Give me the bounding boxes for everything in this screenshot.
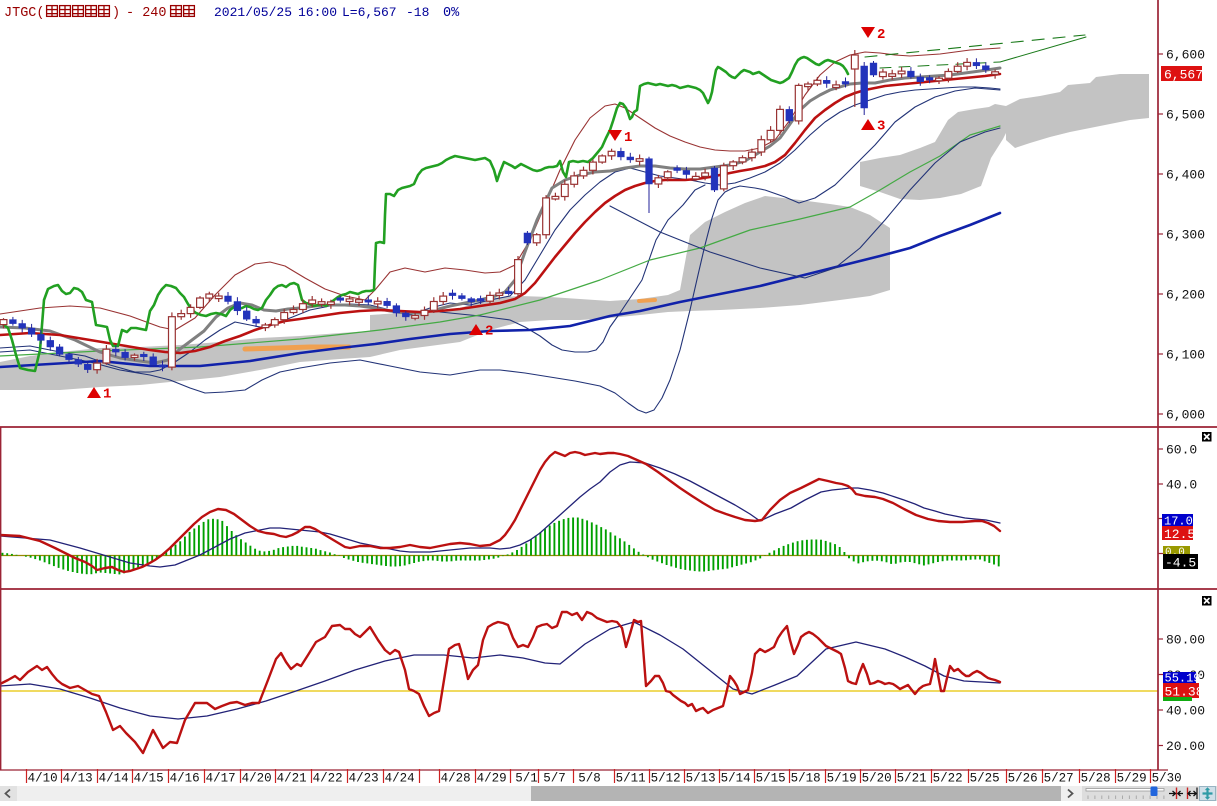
svg-text:5/8: 5/8	[578, 772, 601, 786]
svg-text:5/25: 5/25	[970, 772, 1000, 786]
svg-text:6,100: 6,100	[1166, 348, 1205, 363]
svg-text:80.00: 80.00	[1166, 633, 1205, 648]
svg-text:4/24: 4/24	[385, 772, 415, 786]
svg-text:5/12: 5/12	[651, 772, 681, 786]
svg-text:4/21: 4/21	[277, 772, 307, 786]
svg-text:2: 2	[877, 27, 885, 43]
svg-text:0%: 0%	[443, 6, 460, 21]
svg-text:5/19: 5/19	[827, 772, 857, 786]
svg-text:5/30: 5/30	[1152, 772, 1182, 786]
svg-text:6,567: 6,567	[1164, 68, 1203, 83]
svg-text:): )	[112, 6, 120, 21]
svg-text:51.38: 51.38	[1165, 685, 1204, 700]
svg-text:5/13: 5/13	[686, 772, 716, 786]
svg-text:16:00: 16:00	[298, 5, 337, 20]
svg-text:5/18: 5/18	[791, 772, 821, 786]
svg-text:5/20: 5/20	[862, 772, 892, 786]
svg-text:- 240: - 240	[126, 6, 167, 21]
svg-text:6,400: 6,400	[1166, 168, 1205, 183]
svg-text:5/29: 5/29	[1117, 772, 1147, 786]
svg-text:4/28: 4/28	[441, 772, 471, 786]
svg-text:12.5: 12.5	[1164, 527, 1195, 542]
svg-text:-4.5: -4.5	[1165, 556, 1196, 571]
svg-text:55.19: 55.19	[1165, 672, 1201, 686]
svg-text:-18: -18	[406, 5, 429, 20]
svg-text:4/16: 4/16	[170, 772, 200, 786]
svg-text:6,000: 6,000	[1166, 408, 1205, 423]
svg-text:5/22: 5/22	[933, 772, 963, 786]
svg-text:5/11: 5/11	[616, 772, 646, 786]
svg-text:5/21: 5/21	[897, 772, 927, 786]
svg-text:1: 1	[103, 387, 111, 403]
svg-text:JTGC(: JTGC(	[4, 6, 45, 21]
svg-text:6,600: 6,600	[1166, 48, 1205, 63]
svg-text:2021/05/25: 2021/05/25	[214, 5, 292, 20]
svg-text:20.00: 20.00	[1166, 739, 1205, 754]
svg-text:5/14: 5/14	[721, 772, 751, 786]
svg-text:4/10: 4/10	[28, 772, 58, 786]
svg-text:6,500: 6,500	[1166, 108, 1205, 123]
svg-text:5/7: 5/7	[543, 772, 566, 786]
svg-text:L=6,567: L=6,567	[342, 5, 397, 20]
svg-text:6,300: 6,300	[1166, 228, 1205, 243]
svg-text:4/20: 4/20	[242, 772, 272, 786]
svg-text:5/27: 5/27	[1044, 772, 1074, 786]
svg-text:5/1: 5/1	[515, 772, 538, 786]
svg-text:5/28: 5/28	[1081, 772, 1111, 786]
svg-text:17.0: 17.0	[1164, 515, 1193, 529]
svg-text:4/23: 4/23	[349, 772, 379, 786]
svg-text:4/15: 4/15	[134, 772, 164, 786]
svg-text:3: 3	[877, 119, 885, 135]
svg-text:4/22: 4/22	[313, 772, 343, 786]
svg-text:4/29: 4/29	[477, 772, 507, 786]
svg-text:4/13: 4/13	[63, 772, 93, 786]
svg-text:4/17: 4/17	[206, 772, 236, 786]
svg-text:2: 2	[485, 324, 493, 340]
svg-text:5/15: 5/15	[756, 772, 786, 786]
svg-text:5/26: 5/26	[1008, 772, 1038, 786]
svg-text:40.00: 40.00	[1166, 704, 1205, 719]
svg-text:1: 1	[624, 130, 632, 146]
svg-text:40.0: 40.0	[1166, 478, 1197, 493]
svg-text:4/14: 4/14	[99, 772, 129, 786]
svg-text:6,200: 6,200	[1166, 288, 1205, 303]
svg-text:60.0: 60.0	[1166, 443, 1197, 458]
